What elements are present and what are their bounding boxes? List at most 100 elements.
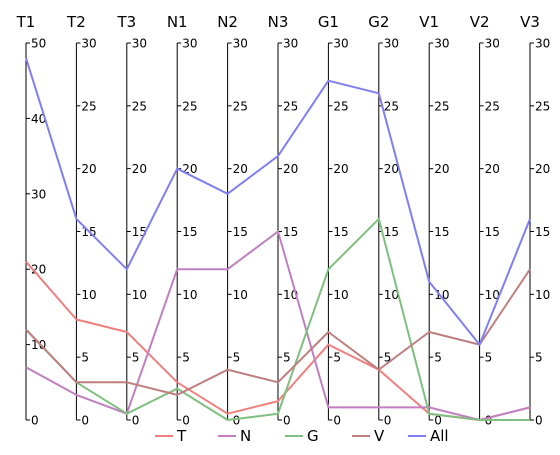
legend-item-n: N (218, 427, 251, 445)
series-g (25, 217, 530, 421)
tick-label: 20 (535, 162, 550, 176)
axis-g2: G2 0 5 10 15 20 25 30 (368, 13, 399, 428)
tick-label: 25 (283, 99, 298, 113)
tick-label: 10 (535, 288, 550, 302)
tick-label: 25 (333, 99, 348, 113)
tick-label: 20 (132, 162, 147, 176)
tick-label: 20 (333, 162, 348, 176)
tick-label: 10 (485, 288, 500, 302)
tick-label: 10 (182, 288, 197, 302)
tick-label: 20 (81, 162, 96, 176)
legend-label: N (240, 427, 251, 445)
tick-label: 30 (81, 37, 96, 51)
tick-label: 5 (535, 351, 543, 365)
tick-label: 10 (31, 338, 46, 352)
legend-item-v: V (352, 427, 385, 445)
tick-label: 5 (384, 351, 392, 365)
axis-title: T1 (16, 13, 36, 31)
tick-label: 30 (333, 37, 348, 51)
legend-label: G (307, 427, 319, 445)
tick-label: 20 (233, 162, 248, 176)
tick-label: 25 (81, 99, 96, 113)
tick-label: 15 (333, 225, 348, 239)
series-line-all (25, 57, 531, 346)
tick-label: 0 (283, 414, 291, 428)
tick-label: 0 (233, 414, 241, 428)
legend-label: T (176, 427, 187, 445)
tick-label: 30 (384, 37, 399, 51)
tick-label: 25 (485, 99, 500, 113)
legend-label: All (430, 427, 449, 445)
tick-label: 5 (233, 351, 241, 365)
tick-label: 5 (283, 351, 291, 365)
tick-label: 25 (182, 99, 197, 113)
tick-label: 25 (434, 99, 449, 113)
axis-v3: V3 0 5 10 15 20 25 30 (520, 13, 550, 428)
tick-label: 0 (535, 414, 543, 428)
axis-title: T3 (116, 13, 136, 31)
tick-label: 0 (182, 414, 190, 428)
tick-label: 50 (31, 37, 46, 51)
series-line-g (25, 217, 530, 421)
tick-label: 25 (535, 99, 550, 113)
legend-item-t: T (155, 427, 187, 445)
tick-label: 30 (434, 37, 449, 51)
tick-label: 20 (384, 162, 399, 176)
tick-label: 20 (485, 162, 500, 176)
tick-label: 0 (434, 414, 442, 428)
tick-label: 15 (434, 225, 449, 239)
tick-label: 15 (283, 225, 298, 239)
tick-label: 30 (31, 187, 46, 201)
axis-title: V1 (419, 13, 439, 31)
series-n (25, 230, 531, 421)
series-layer (25, 57, 531, 421)
tick-label: 5 (485, 351, 493, 365)
axes-layer: T101020304050T2051015202530T305101520253… (16, 13, 551, 428)
tick-label: 30 (485, 37, 500, 51)
tick-label: 30 (535, 37, 550, 51)
tick-label: 20 (283, 162, 298, 176)
tick-label: 30 (132, 37, 147, 51)
tick-label: 25 (233, 99, 248, 113)
tick-label: 5 (333, 351, 341, 365)
tick-label: 15 (535, 225, 550, 239)
axis-g1: G1 0 5 10 15 20 25 30 (318, 13, 349, 428)
tick-label: 0 (384, 414, 392, 428)
tick-label: 30 (283, 37, 298, 51)
legend: T N G V All (155, 427, 449, 445)
tick-label: 40 (31, 112, 46, 126)
legend-label: V (374, 427, 385, 445)
tick-label: 30 (233, 37, 248, 51)
tick-label: 10 (81, 288, 96, 302)
axis-title: N2 (217, 13, 238, 31)
tick-label: 30 (182, 37, 197, 51)
tick-label: 0 (132, 414, 140, 428)
tick-label: 5 (81, 351, 89, 365)
axis-title: V3 (520, 13, 540, 31)
series-all (25, 57, 531, 346)
tick-label: 5 (434, 351, 442, 365)
tick-label: 20 (434, 162, 449, 176)
tick-label: 5 (132, 351, 140, 365)
axis-title: T2 (66, 13, 86, 31)
tick-label: 15 (182, 225, 197, 239)
tick-label: 10 (233, 288, 248, 302)
axis-title: G1 (318, 13, 339, 31)
axis-title: N1 (167, 13, 188, 31)
legend-item-g: G (285, 427, 319, 445)
axis-title: N3 (268, 13, 289, 31)
legend-item-all: All (408, 427, 449, 445)
tick-label: 0 (333, 414, 341, 428)
tick-label: 5 (182, 351, 190, 365)
tick-label: 0 (31, 414, 39, 428)
axis-title: G2 (368, 13, 389, 31)
series-v (25, 268, 531, 396)
